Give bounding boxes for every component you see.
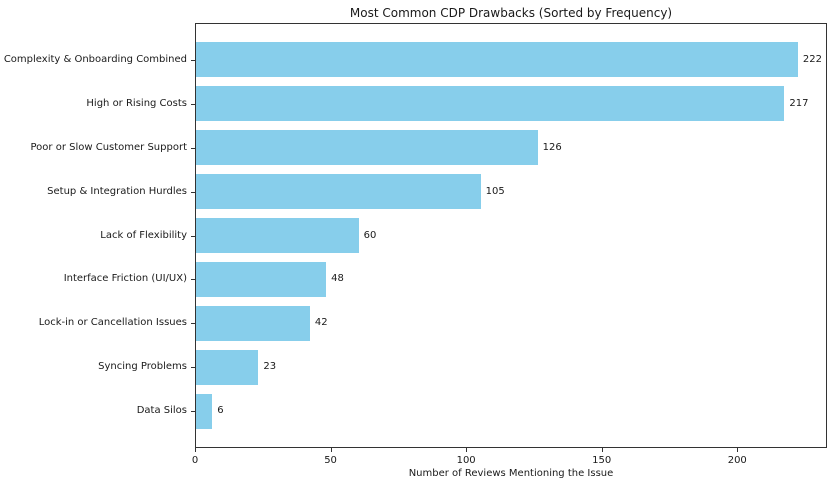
y-tick-label: Setup & Integration Hurdles [47,185,187,197]
y-tick-label: Interface Friction (UI/UX) [63,273,187,285]
bar-value-label: 23 [263,361,277,373]
x-tick-mark [466,448,468,452]
bar [196,349,259,385]
y-tick-mark [191,59,195,61]
bar [196,217,359,254]
x-tick-mark [737,448,739,452]
bar-value-label: 42 [314,317,328,329]
y-tick-label: Lack of Flexibility [100,229,187,241]
x-tick-label: 200 [727,455,747,466]
bar [196,393,213,429]
bar-value-label: 48 [331,273,344,285]
bar-value-label: 105 [485,185,505,197]
bar-value-label: 217 [789,97,809,109]
x-tick-label: 100 [456,455,476,466]
y-tick-mark [191,323,195,325]
y-tick-mark [191,367,195,369]
bar [196,86,785,122]
bar [196,261,327,297]
y-tick-mark [191,279,195,281]
x-tick-mark [330,448,332,452]
x-tick-label: 0 [191,455,199,466]
x-tick-label: 150 [592,455,612,466]
bar [196,130,538,166]
x-tick-mark [601,448,603,452]
bar [196,174,481,210]
y-tick-mark [191,411,195,413]
bar-value-label: 6 [217,405,224,417]
x-axis-label: Number of Reviews Mentioning the Issue [408,468,614,479]
x-tick-mark [195,448,196,452]
y-tick-label: Poor or Slow Customer Support [30,141,188,153]
y-tick-label: Lock-in or Cancellation Issues [38,317,187,329]
y-tick-label: Data Silos [136,405,187,417]
bar-value-label: 126 [542,141,562,153]
y-tick-mark [191,191,195,193]
bar-value-label: 222 [802,53,822,65]
x-tick-label: 50 [324,455,337,466]
bar [196,305,310,341]
y-tick-label: High or Rising Costs [86,97,187,109]
y-tick-mark [191,147,195,149]
y-tick-mark [191,235,195,237]
bar-value-label: 60 [363,229,377,241]
y-tick-label: Complexity & Onboarding Combined [3,53,187,65]
chart-title: Most Common CDP Drawbacks (Sorted by Fre… [349,6,673,20]
bar [196,42,798,78]
y-tick-label: Syncing Problems [98,361,187,373]
y-tick-mark [191,103,195,105]
